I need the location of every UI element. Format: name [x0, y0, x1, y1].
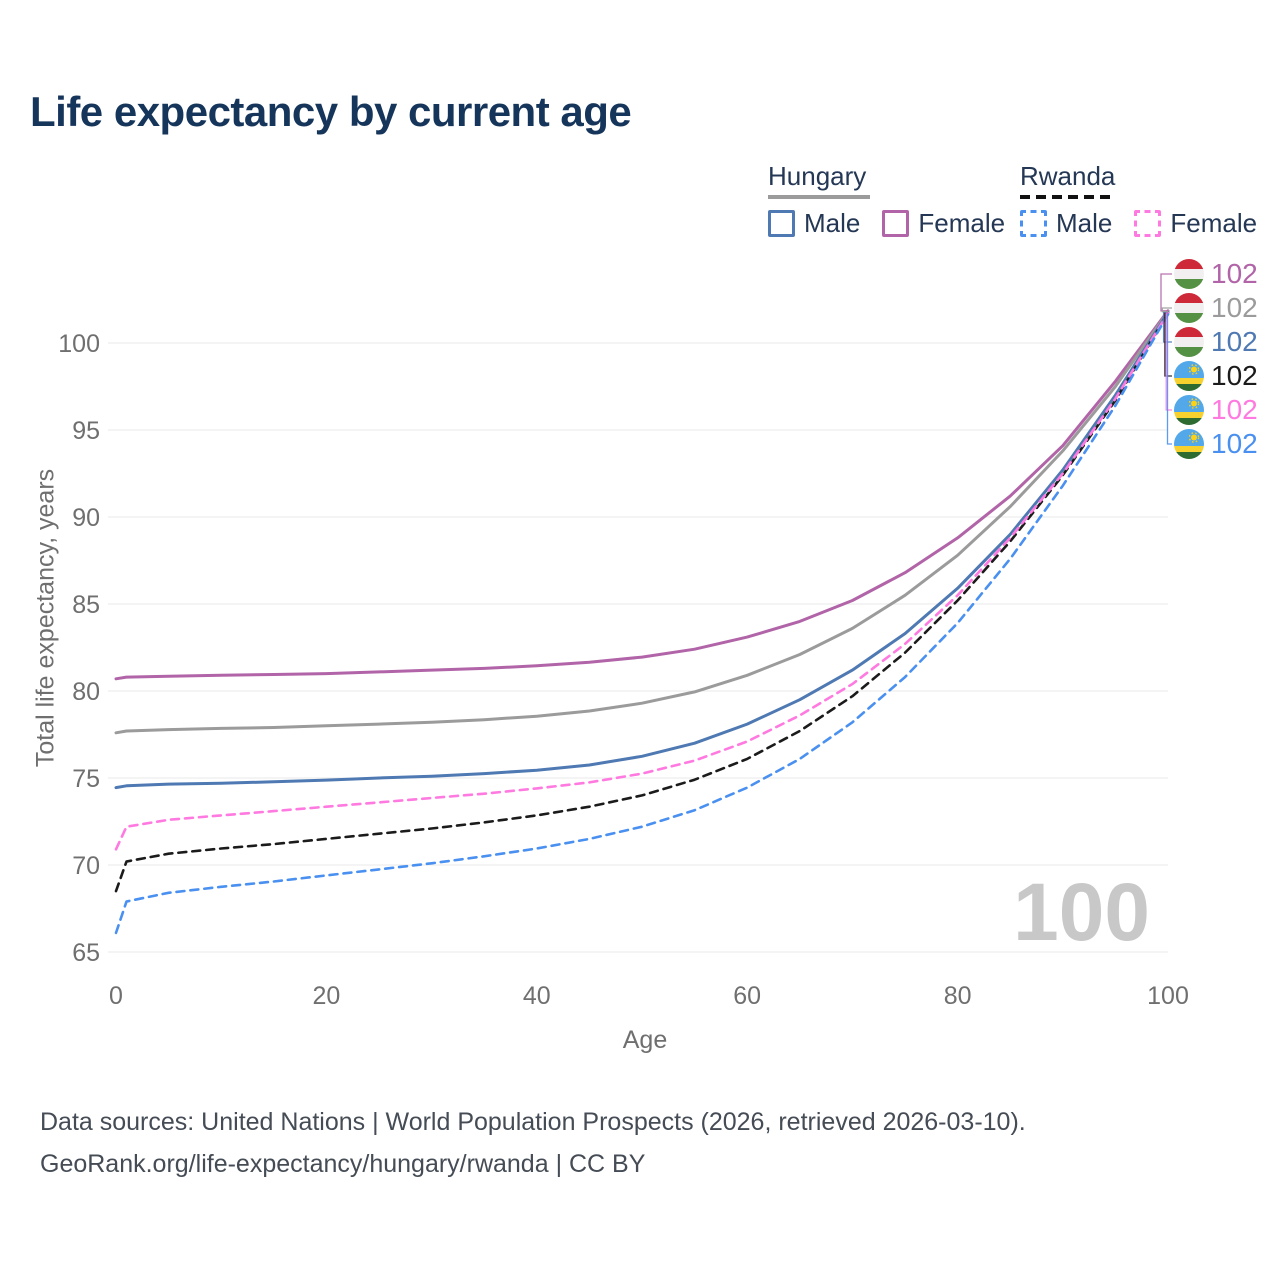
- y-tick-label: 95: [72, 417, 100, 445]
- dashed-line-sample: [1020, 194, 1116, 199]
- y-tick-label: 75: [72, 765, 100, 793]
- y-tick-label: 100: [58, 330, 100, 358]
- x-tick-label: 20: [312, 982, 340, 1010]
- line-chart-plot-area: 65 70 75 80 85 90 95 100 0 20 40 60 80 100: [58, 273, 1189, 1010]
- legend-item-rwanda-male[interactable]: Male: [1020, 208, 1112, 239]
- legend-item-label: Female: [1170, 207, 1258, 238]
- x-axis-title: Age: [622, 1026, 668, 1054]
- series-line-hungary-both: [114, 310, 1170, 735]
- end-value: 102: [1211, 258, 1258, 289]
- hungary-female-swatch-icon: [882, 209, 910, 237]
- end-value: 102: [1211, 428, 1258, 459]
- y-tick-label: 80: [72, 678, 100, 706]
- page-title: Life expectancy by current age: [30, 88, 632, 135]
- end-label-rwanda-female: 102: [1174, 394, 1258, 426]
- end-value: 102: [1211, 326, 1258, 357]
- rwanda-flag-icon: [1174, 361, 1204, 391]
- x-tick-label: 40: [523, 982, 551, 1010]
- solid-line-sample: [768, 194, 870, 199]
- y-tick-label: 85: [72, 591, 100, 619]
- legend-group-hungary: Hungary Male Female: [768, 162, 1005, 239]
- rwanda-flag-icon: [1174, 395, 1204, 425]
- rwanda-female-swatch-icon: [1134, 209, 1162, 237]
- end-label-hungary-both: 102: [1174, 292, 1258, 324]
- x-tick-label: 80: [944, 982, 972, 1010]
- legend-item-label: Male: [804, 207, 861, 238]
- y-tick-label: 70: [72, 852, 100, 880]
- y-axis-title: Total life expectancy, years: [31, 468, 60, 768]
- legend-group-title-rwanda: Rwanda: [1020, 161, 1116, 191]
- legend-item-rwanda-female[interactable]: Female: [1134, 208, 1257, 239]
- data-sources-text: Data sources: United Nations | World Pop…: [40, 1108, 1026, 1136]
- x-tick-label: 60: [733, 982, 761, 1010]
- rwanda-flag-icon: [1174, 429, 1204, 459]
- hungary-flag-icon: [1174, 327, 1204, 357]
- series-line-hungary-male: [114, 311, 1170, 790]
- series-line-hungary-female: [114, 309, 1170, 681]
- label-connector: [1160, 273, 1172, 312]
- legend-item-label: Male: [1056, 207, 1113, 238]
- end-value: 102: [1211, 394, 1258, 425]
- end-label-rwanda-male: 102: [1174, 428, 1258, 460]
- legend-item-hungary-female[interactable]: Female: [882, 208, 1005, 239]
- end-value: 102: [1211, 292, 1258, 323]
- legend-group-title-hungary: Hungary: [768, 161, 867, 191]
- series-line-rwanda-male: [114, 313, 1170, 935]
- rwanda-male-swatch-icon: [1020, 209, 1047, 237]
- hungary-male-swatch-icon: [768, 209, 795, 237]
- end-label-hungary-male: 102: [1174, 326, 1258, 358]
- end-value: 102: [1211, 360, 1258, 391]
- legend-group-rwanda: Rwanda Male Female: [1020, 162, 1257, 239]
- hungary-flag-icon: [1174, 259, 1204, 289]
- series-line-rwanda-both: [114, 312, 1170, 893]
- label-connector: [1161, 307, 1172, 313]
- legend-item-hungary-male[interactable]: Male: [768, 208, 860, 239]
- y-tick-label: 90: [72, 504, 100, 532]
- end-label-rwanda-both: 102: [1174, 360, 1258, 392]
- legend-item-label: Female: [918, 207, 1006, 238]
- hungary-flag-icon: [1174, 293, 1204, 323]
- age-watermark: 100: [1013, 867, 1150, 958]
- label-connector: [1166, 313, 1172, 445]
- x-tick-label: 0: [109, 982, 123, 1010]
- y-tick-label: 65: [72, 939, 100, 967]
- series-line-rwanda-female: [114, 311, 1170, 851]
- attribution-text: GeoRank.org/life-expectancy/hungary/rwan…: [40, 1150, 646, 1178]
- label-connector: [1165, 312, 1172, 411]
- x-tick-label: 100: [1147, 982, 1189, 1010]
- end-label-hungary-female: 102: [1174, 258, 1258, 290]
